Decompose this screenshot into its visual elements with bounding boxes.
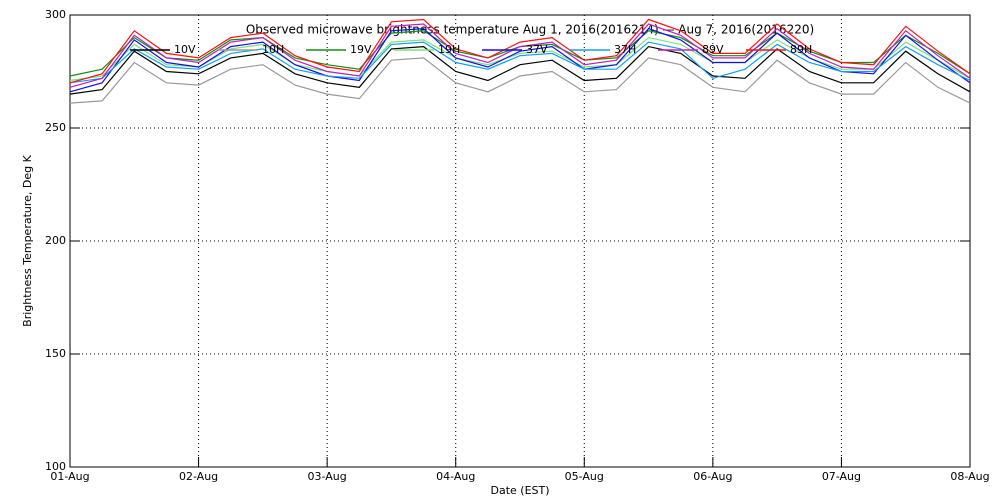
x-tick-label: 02-Aug (179, 470, 218, 483)
y-tick-label: 200 (45, 234, 66, 247)
series-line (69, 36, 971, 82)
series-line (69, 18, 971, 84)
legend-label: 19H (438, 43, 460, 56)
series-line (69, 23, 971, 88)
chart-title: Observed microwave brightness temperatur… (246, 23, 814, 37)
legend-label: 10V (174, 43, 196, 56)
x-tick-label: 06-Aug (693, 470, 732, 483)
x-tick-label: 07-Aug (822, 470, 861, 483)
legend-label: 89H (790, 43, 812, 56)
x-tick-label: 05-Aug (565, 470, 604, 483)
y-tick-label: 150 (45, 347, 66, 360)
x-tick-label: 04-Aug (436, 470, 475, 483)
y-tick-label: 100 (45, 460, 66, 473)
legend-label: 19V (350, 43, 372, 56)
y-tick-label: 300 (45, 8, 66, 21)
legend-label: 37H (614, 43, 636, 56)
y-axis-label: Brightness Temperature, Deg K (21, 154, 34, 326)
series-line (69, 57, 971, 104)
x-tick-label: 08-Aug (950, 470, 989, 483)
legend-label: 37V (526, 43, 548, 56)
x-tick-label: 03-Aug (308, 470, 347, 483)
x-axis-label: Date (EST) (490, 484, 549, 497)
series-line (69, 27, 971, 93)
legend-label: 89V (702, 43, 724, 56)
x-tick-label: 01-Aug (50, 470, 89, 483)
y-tick-label: 250 (45, 121, 66, 134)
legend-label: 10H (262, 43, 284, 56)
series-line (69, 45, 971, 95)
series-line (69, 41, 971, 84)
